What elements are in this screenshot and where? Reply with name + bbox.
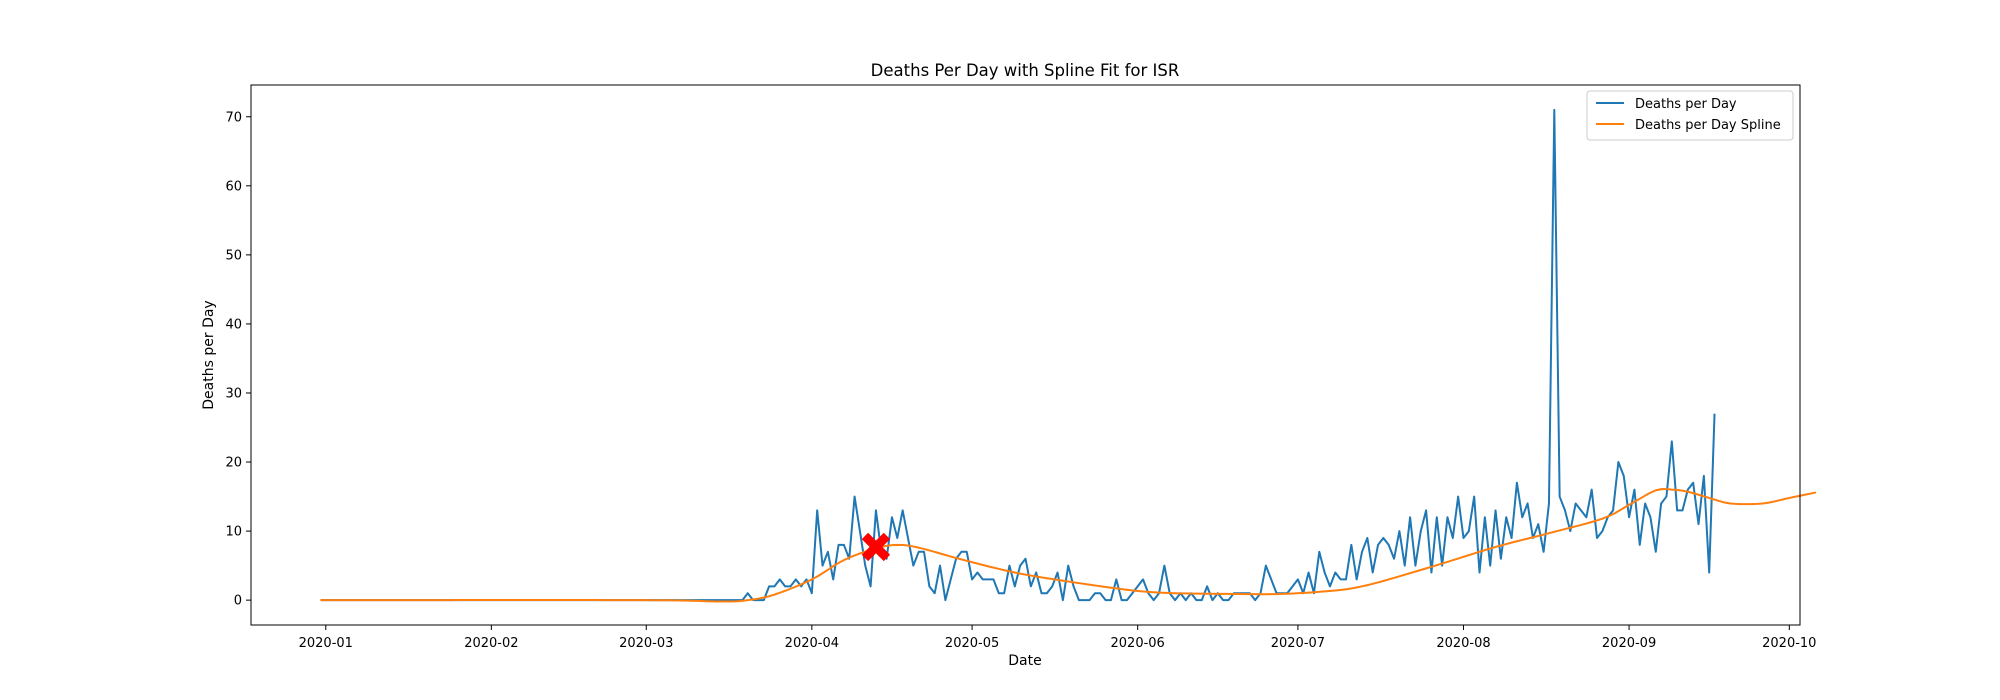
x-tick-label: 2020-05 xyxy=(945,636,999,651)
y-tick-label: 50 xyxy=(225,248,242,263)
y-tick-label: 60 xyxy=(225,179,242,194)
x-tick-label: 2020-08 xyxy=(1436,636,1490,651)
y-tick-label: 20 xyxy=(225,456,242,471)
x-tick-label: 2020-07 xyxy=(1271,636,1325,651)
x-tick-label: 2020-06 xyxy=(1111,636,1165,651)
y-tick-label: 10 xyxy=(225,525,242,540)
y-tick-label: 70 xyxy=(225,110,242,125)
y-tick-label: 30 xyxy=(225,386,242,401)
chart-title: Deaths Per Day with Spline Fit for ISR xyxy=(871,61,1180,80)
x-tick-label: 2020-10 xyxy=(1762,636,1816,651)
x-tick-label: 2020-04 xyxy=(785,636,839,651)
legend-label-spline: Deaths per Day Spline xyxy=(1635,118,1781,133)
x-tick-label: 2020-02 xyxy=(464,636,518,651)
y-axis-ticks: 0 10 20 30 40 50 60 70 xyxy=(225,110,251,609)
axes-frame xyxy=(250,84,1801,626)
legend-label-deaths: Deaths per Day xyxy=(1635,97,1737,112)
x-tick-label: 2020-01 xyxy=(299,636,353,651)
x-axis-label: Date xyxy=(1008,653,1041,669)
y-tick-label: 40 xyxy=(225,317,242,332)
deaths-spline-line xyxy=(320,487,1817,603)
x-tick-label: 2020-03 xyxy=(619,636,673,651)
peak-x-marker xyxy=(861,532,891,562)
legend: Deaths per Day Deaths per Day Spline xyxy=(1586,90,1794,141)
y-axis-label: Deaths per Day xyxy=(201,300,217,409)
legend-box xyxy=(1586,90,1794,141)
x-tick-label: 2020-09 xyxy=(1602,636,1656,651)
marker-stroke xyxy=(861,532,891,562)
y-tick-label: 0 xyxy=(234,594,242,609)
plot-area xyxy=(320,108,1817,603)
x-axis-ticks: 2020-01 2020-02 2020-03 2020-04 2020-05 2020-… xyxy=(299,625,1816,651)
